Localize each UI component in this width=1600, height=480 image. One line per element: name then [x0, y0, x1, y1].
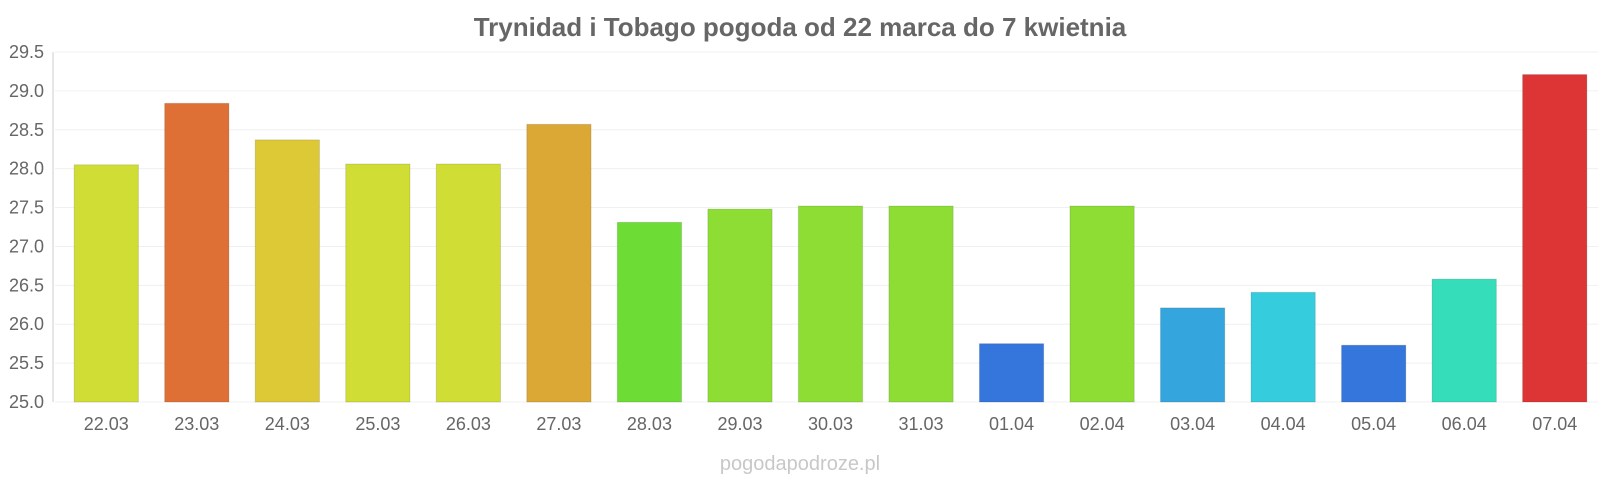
y-tick-label: 27.0	[9, 236, 44, 256]
x-tick-label: 27.03	[536, 414, 581, 434]
x-tick-label: 03.04	[1170, 414, 1215, 434]
x-tick-label: 23.03	[174, 414, 219, 434]
x-tick-label: 31.03	[899, 414, 944, 434]
bar-27.03	[526, 123, 592, 403]
bar-30.03	[797, 205, 864, 403]
y-tick-label: 28.0	[9, 159, 44, 179]
bar-22.03	[73, 164, 139, 403]
bar-29.03	[707, 208, 773, 403]
bar-04.04	[1250, 291, 1316, 403]
y-tick-label: 27.5	[9, 198, 44, 218]
x-tick-label: 02.04	[1080, 414, 1125, 434]
y-tick-label: 25.5	[9, 353, 44, 373]
y-tick-label: 26.0	[9, 314, 44, 334]
x-tick-label: 24.03	[265, 414, 310, 434]
x-axis-ticks: 22.03 23.03 24.03 25.03 26.03 27.03 28.03 29.03…	[84, 414, 1578, 434]
x-tick-label: 29.03	[717, 414, 762, 434]
x-tick-label: 25.03	[355, 414, 400, 434]
bar-26.03	[435, 163, 502, 403]
x-tick-label: 01.04	[989, 414, 1034, 434]
bar-03.04	[1159, 307, 1226, 403]
bar-06.04	[1431, 278, 1497, 403]
x-tick-label: 28.03	[627, 414, 672, 434]
y-tick-label: 29.5	[9, 42, 44, 62]
x-tick-label: 06.04	[1442, 414, 1487, 434]
x-tick-label: 30.03	[808, 414, 853, 434]
y-axis-ticks: 25.0 25.5 26.0 26.5 27.0 27.5 28.0 28.5 29.0 29.5	[9, 42, 44, 412]
bar-23.03	[164, 102, 230, 403]
bar-01.04	[978, 343, 1045, 403]
bar-05.04	[1341, 344, 1407, 403]
x-tick-label: 26.03	[446, 414, 491, 434]
watermark-text: pogodapodroze.pl	[720, 453, 880, 475]
x-tick-label: 22.03	[84, 414, 129, 434]
y-tick-label: 25.0	[9, 392, 44, 412]
bar-28.03	[616, 221, 683, 403]
bar-24.03	[254, 139, 320, 403]
bar-07.04	[1522, 74, 1588, 403]
bar-31.03	[888, 205, 954, 403]
x-tick-label: 07.04	[1532, 414, 1577, 434]
bars	[73, 74, 1588, 403]
bar-02.04	[1069, 205, 1135, 403]
y-tick-label: 29.0	[9, 81, 44, 101]
chart-title: Trynidad i Tobago pogoda od 22 marca do …	[474, 12, 1127, 42]
y-tick-label: 26.5	[9, 275, 44, 295]
y-tick-label: 28.5	[9, 120, 44, 140]
x-tick-label: 04.04	[1261, 414, 1306, 434]
bar-25.03	[345, 163, 411, 403]
x-tick-label: 05.04	[1351, 414, 1396, 434]
